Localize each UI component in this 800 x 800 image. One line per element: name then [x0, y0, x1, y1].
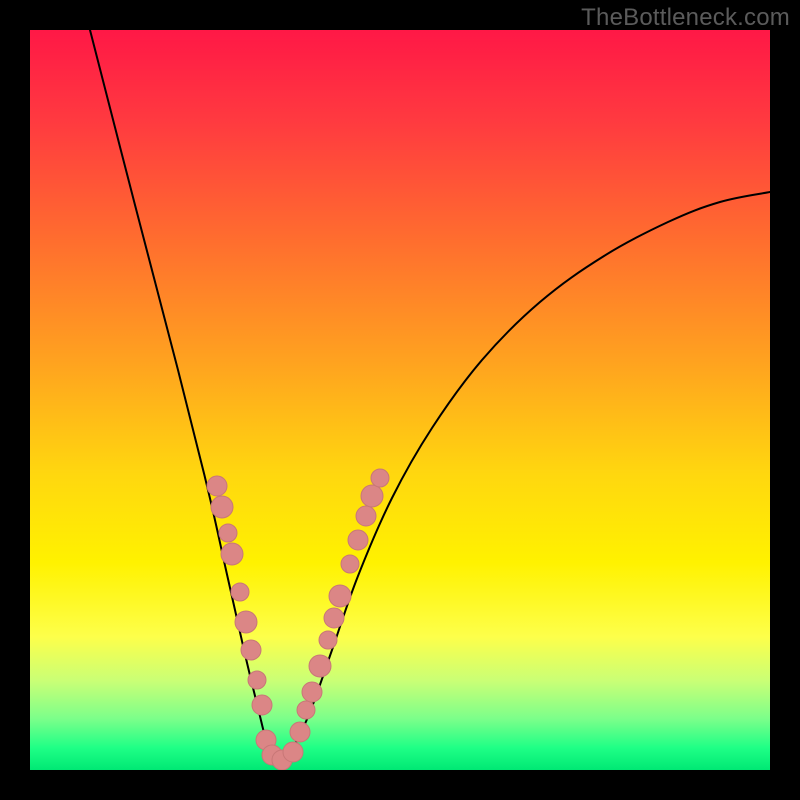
data-marker: [348, 530, 368, 550]
data-marker: [248, 671, 266, 689]
data-marker: [207, 476, 227, 496]
data-marker: [319, 631, 337, 649]
data-marker: [297, 701, 315, 719]
chart-frame: TheBottleneck.com: [0, 0, 800, 800]
data-marker: [309, 655, 331, 677]
data-marker: [290, 722, 310, 742]
data-marker: [283, 742, 303, 762]
chart-background-gradient: [30, 30, 770, 770]
data-marker: [221, 543, 243, 565]
data-marker: [252, 695, 272, 715]
data-marker: [211, 496, 233, 518]
watermark-text: TheBottleneck.com: [581, 4, 790, 32]
data-marker: [324, 608, 344, 628]
bottleneck-curve-chart: [0, 0, 800, 800]
data-marker: [241, 640, 261, 660]
data-marker: [302, 682, 322, 702]
data-marker: [231, 583, 249, 601]
data-marker: [361, 485, 383, 507]
data-marker: [371, 469, 389, 487]
data-marker: [235, 611, 257, 633]
data-marker: [356, 506, 376, 526]
data-marker: [341, 555, 359, 573]
data-marker: [219, 524, 237, 542]
data-marker: [329, 585, 351, 607]
